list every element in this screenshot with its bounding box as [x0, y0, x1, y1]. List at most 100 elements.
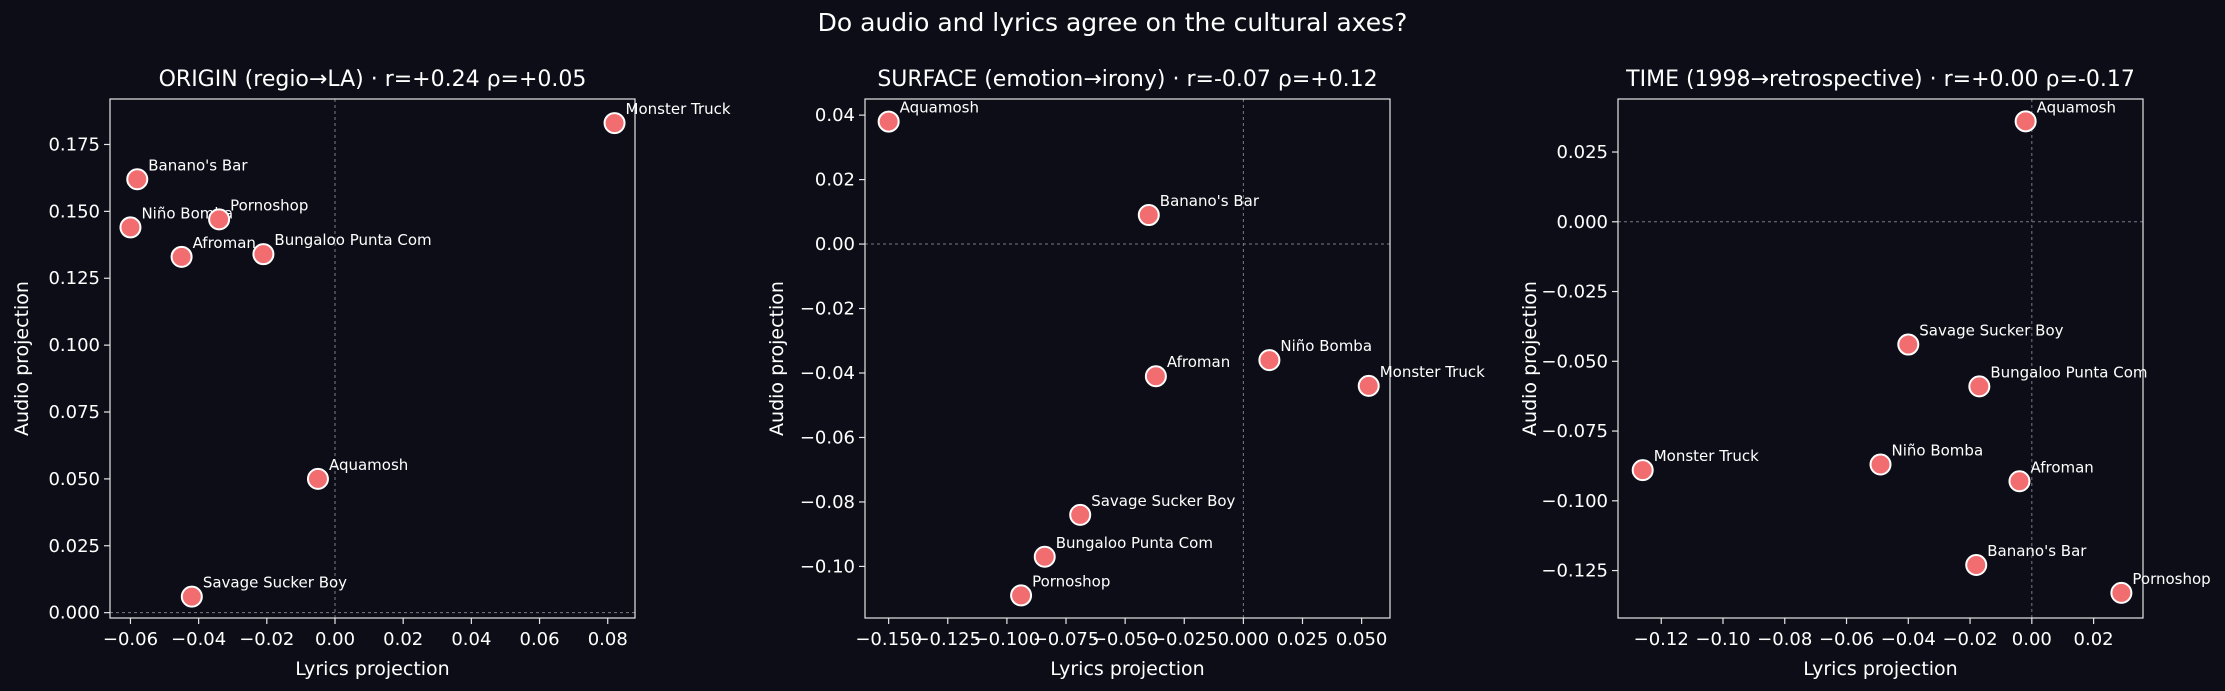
y-tick-label: 0.04: [815, 105, 855, 126]
y-tick-label: 0.100: [48, 335, 100, 356]
point-label: Savage Sucker Boy: [203, 574, 347, 592]
x-tick-label: −0.050: [1092, 629, 1159, 650]
y-tick-label: −0.10: [800, 556, 855, 577]
y-tick-label: −0.08: [800, 492, 855, 513]
data-point: [2008, 470, 2031, 493]
figure-title: Do audio and lyrics agree on the cultura…: [817, 8, 1408, 37]
point-label: Banano's Bar: [1160, 192, 1260, 210]
data-point: [1144, 365, 1167, 388]
data-point: [1631, 459, 1654, 482]
y-tick-label: −0.025: [1541, 282, 1608, 303]
x-tick-label: −0.08: [1757, 629, 1812, 650]
x-tick-label: −0.02: [1942, 629, 1997, 650]
axes-frame: [109, 98, 636, 619]
y-tick-label: 0.125: [48, 268, 100, 289]
x-tick-label: −0.06: [103, 629, 158, 650]
x-tick-label: 0.02: [383, 629, 423, 650]
data-point: [180, 585, 203, 608]
x-tick-label: 0.06: [520, 629, 560, 650]
panel-title: SURFACE (emotion→irony) · r=-0.07 ρ=+0.1…: [877, 67, 1377, 92]
data-point: [1357, 374, 1380, 397]
point-label: Monster Truck: [626, 100, 731, 118]
data-point: [1069, 503, 1092, 526]
x-tick-label: 0.000: [1218, 629, 1270, 650]
x-axis-label: Lyrics projection: [1803, 658, 1957, 680]
x-tick-label: −0.12: [1634, 629, 1689, 650]
y-tick-label: 0.025: [1556, 142, 1608, 163]
y-tick-label: 0.075: [48, 402, 100, 423]
x-tick-label: 0.00: [315, 629, 355, 650]
x-tick-label: −0.025: [1151, 629, 1218, 650]
point-label: Bungaloo Punta Com: [274, 231, 431, 249]
data-point: [1010, 584, 1033, 607]
y-axis-label: Audio projection: [766, 281, 788, 436]
y-tick-label: 0.025: [48, 536, 100, 557]
point-label: Pornoshop: [1032, 572, 1110, 590]
x-tick-label: −0.100: [974, 629, 1041, 650]
data-point: [1137, 204, 1160, 227]
point-label: Bungaloo Punta Com: [1990, 363, 2147, 381]
data-point: [2110, 581, 2133, 604]
data-point: [1897, 333, 1920, 356]
y-tick-label: −0.02: [800, 299, 855, 320]
data-point: [1258, 349, 1281, 372]
data-point: [2014, 110, 2037, 133]
axes-frame: [1617, 98, 2144, 619]
y-tick-label: 0.000: [1556, 212, 1608, 233]
x-tick-label: 0.050: [1336, 629, 1388, 650]
x-tick-label: −0.04: [171, 629, 226, 650]
y-tick-label: 0.00: [815, 234, 855, 255]
data-point: [252, 243, 275, 266]
y-tick-label: 0.000: [48, 603, 100, 624]
data-point: [877, 110, 900, 133]
x-tick-label: −0.06: [1819, 629, 1874, 650]
point-label: Niño Bomba: [1280, 337, 1372, 355]
x-tick-label: 0.04: [451, 629, 491, 650]
point-label: Pornoshop: [2132, 570, 2210, 588]
x-tick-label: −0.075: [1033, 629, 1100, 650]
y-tick-label: −0.100: [1541, 491, 1608, 512]
x-tick-label: −0.125: [914, 629, 981, 650]
x-axis-label: Lyrics projection: [295, 658, 449, 680]
data-point: [306, 467, 329, 490]
x-tick-label: −0.04: [1881, 629, 1936, 650]
point-label: Pornoshop: [230, 196, 308, 214]
point-label: Monster Truck: [1380, 363, 1485, 381]
y-tick-label: −0.06: [800, 427, 855, 448]
x-tick-label: 0.08: [588, 629, 628, 650]
scatter-panel-3: −0.12 −0.10 −0.08 −0.06 −0.04 −0.02 0.00 0.02 −0…: [1519, 67, 2211, 680]
panel-title: TIME (1998→retrospective) · r=+0.00 ρ=-0…: [1625, 67, 2135, 92]
axes-frame: [864, 98, 1391, 619]
x-axis-label: Lyrics projection: [1050, 658, 1204, 680]
point-label: Aquamosh: [2037, 98, 2116, 116]
point-label: Monster Truck: [1654, 447, 1759, 465]
point-label: Niño Bomba: [1892, 442, 1984, 460]
y-tick-label: −0.075: [1541, 421, 1608, 442]
point-label: Savage Sucker Boy: [1919, 322, 2063, 340]
y-axis-label: Audio projection: [1519, 281, 1541, 436]
panel-title: ORIGIN (regio→LA) · r=+0.24 ρ=+0.05: [159, 67, 587, 92]
data-point: [126, 168, 149, 191]
point-label: Bungaloo Punta Com: [1056, 534, 1213, 552]
data-point: [170, 245, 193, 268]
y-tick-label: −0.04: [800, 363, 855, 384]
y-tick-label: −0.125: [1541, 561, 1608, 582]
y-tick-label: 0.050: [48, 469, 100, 490]
y-tick-label: 0.150: [48, 201, 100, 222]
data-point: [603, 112, 626, 135]
scatter-panel-1: −0.06 −0.04 −0.02 0.00 0.02 0.04 0.06 0.08 0.000…: [11, 67, 731, 680]
y-axis-label: Audio projection: [11, 281, 33, 436]
x-tick-label: 0.025: [1277, 629, 1329, 650]
x-tick-label: 0.02: [2074, 629, 2114, 650]
point-label: Banano's Bar: [1987, 542, 2087, 560]
point-label: Aquamosh: [900, 99, 979, 117]
x-tick-label: −0.150: [855, 629, 922, 650]
data-point: [119, 216, 142, 239]
point-label: Banano's Bar: [148, 156, 248, 174]
point-label: Afroman: [193, 234, 256, 252]
data-point: [1965, 553, 1988, 576]
x-tick-label: −0.02: [239, 629, 294, 650]
data-point: [208, 208, 231, 231]
